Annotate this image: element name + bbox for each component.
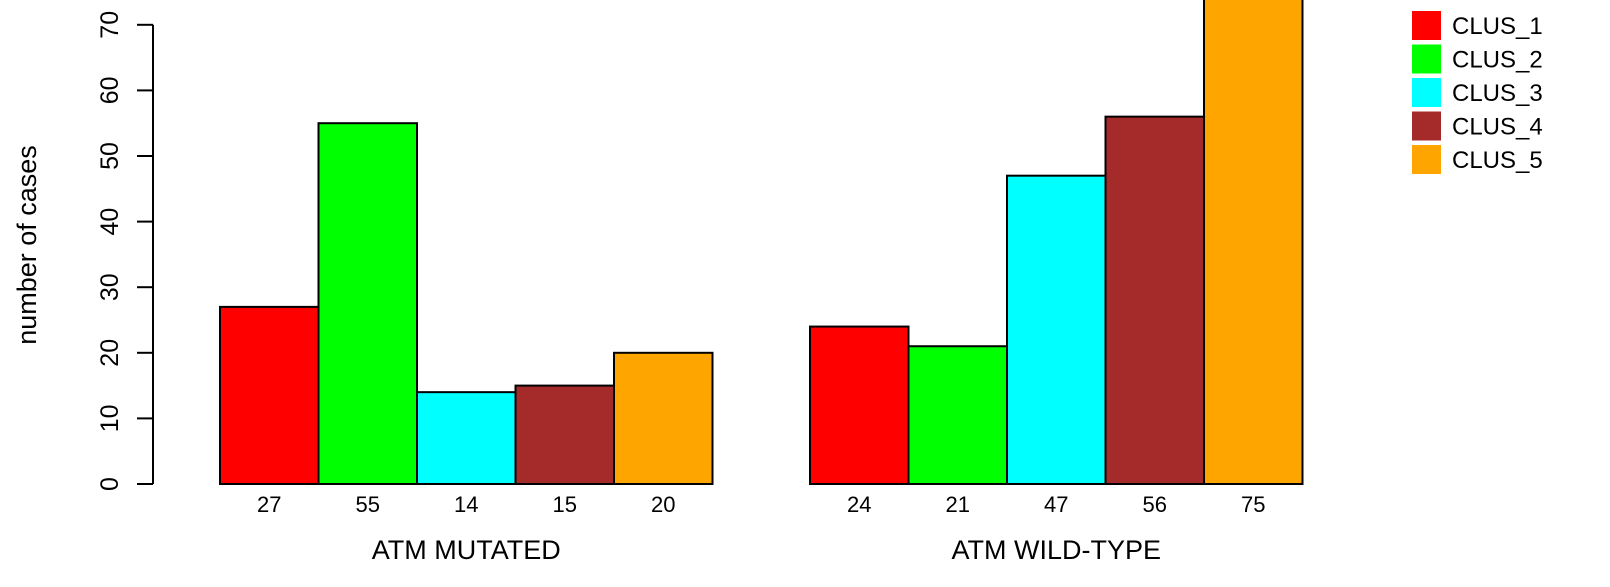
- y-tick-label: 50: [96, 142, 124, 170]
- legend-label: CLUS_1: [1452, 13, 1543, 40]
- y-tick-label: 40: [96, 208, 124, 236]
- y-axis: 0 10 20 30 40 50 60 70: [96, 11, 154, 491]
- bar-value-label: 20: [651, 492, 675, 517]
- bar: [416, 391, 517, 485]
- bar: [317, 122, 418, 485]
- bar-value-label: 15: [553, 492, 577, 517]
- bar: [1203, 0, 1304, 485]
- legend-label: CLUS_5: [1452, 147, 1543, 174]
- bar: [1006, 174, 1107, 485]
- legend-label: CLUS_4: [1452, 114, 1543, 141]
- y-tick-label: 20: [96, 339, 124, 367]
- group-labels: ATM MUTATED ATM WILD-TYPE: [372, 535, 1161, 565]
- legend-swatch: [1412, 145, 1441, 174]
- bar: [809, 325, 910, 485]
- legend-swatch: [1412, 111, 1441, 141]
- y-tick-label: 60: [96, 76, 124, 104]
- bar-value-label: 21: [946, 492, 970, 517]
- legend-swatch: [1412, 44, 1441, 74]
- bar-value-label: 47: [1044, 492, 1068, 517]
- y-axis-title: number of cases: [12, 145, 42, 345]
- legend-label: CLUS_2: [1452, 47, 1543, 74]
- y-tick-label: 10: [96, 404, 124, 432]
- bar-value-label: 55: [356, 492, 380, 517]
- bar-value-label: 27: [257, 492, 281, 517]
- bar-value-label: 75: [1241, 492, 1265, 517]
- bar-value-label: 56: [1143, 492, 1167, 517]
- bar-value-labels: 27 55 14 15 20 24 21 47 56 75: [257, 492, 1265, 517]
- bar-value-label: 14: [454, 492, 478, 517]
- bar: [514, 384, 615, 486]
- legend: CLUS_1 CLUS_2 CLUS_3 CLUS_4 CLUS_5: [1412, 11, 1543, 174]
- y-tick-label: 30: [96, 273, 124, 301]
- bar-value-label: 24: [847, 492, 871, 517]
- bars: [219, 0, 1304, 486]
- legend-label: CLUS_3: [1452, 80, 1543, 107]
- bar: [613, 351, 714, 485]
- y-tick-label: 70: [96, 11, 124, 39]
- bar: [219, 305, 320, 485]
- bar: [1104, 115, 1205, 485]
- bar: [907, 345, 1008, 485]
- group-label: ATM WILD-TYPE: [951, 535, 1161, 565]
- legend-swatch: [1412, 11, 1441, 40]
- y-tick-label: 0: [96, 477, 124, 491]
- legend-swatch: [1412, 78, 1441, 107]
- group-label: ATM MUTATED: [372, 535, 561, 565]
